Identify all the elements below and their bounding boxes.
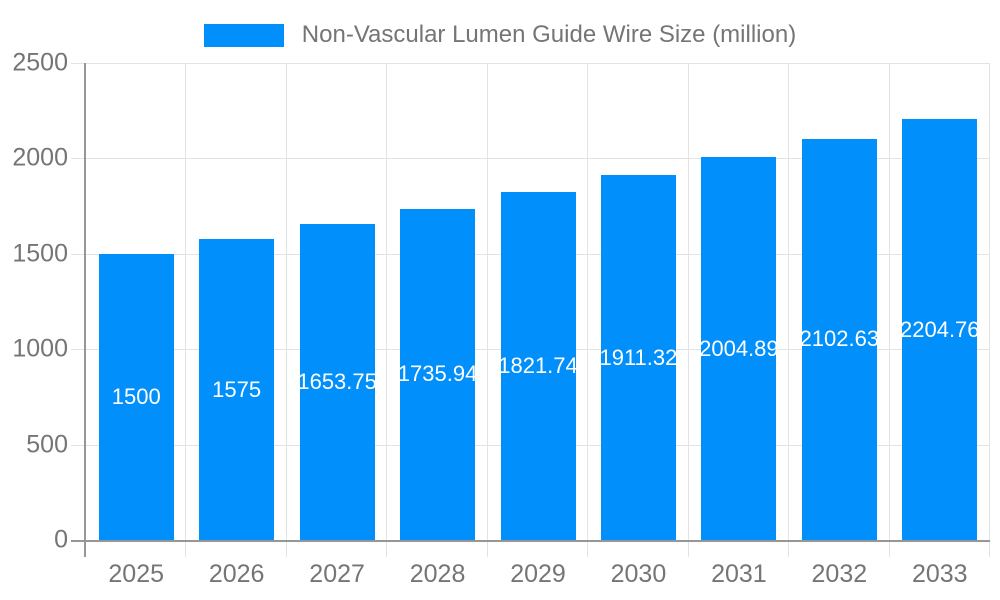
v-gridline [687, 63, 689, 557]
bar [500, 192, 576, 540]
v-gridline [989, 63, 990, 557]
bar [199, 239, 275, 540]
x-axis-label: 2031 [711, 560, 767, 588]
bar [902, 119, 978, 540]
y-axis-line [84, 63, 86, 557]
bar-value-label: 1735.94 [397, 361, 478, 387]
bar [299, 224, 375, 540]
bar [701, 157, 777, 540]
x-axis-label: 2032 [811, 560, 868, 588]
v-gridline [888, 63, 890, 557]
h-gridline [71, 158, 990, 160]
x-axis-label: 2026 [208, 560, 265, 588]
bar-value-label: 2004.89 [699, 335, 779, 361]
x-axis-label: 2025 [108, 560, 165, 588]
bar [600, 175, 676, 540]
bar [801, 138, 877, 540]
v-gridline [486, 63, 488, 557]
bar-value-label: 1821.74 [498, 353, 578, 379]
bar-value-label: 2102.63 [799, 326, 880, 352]
legend-label: Non-Vascular Lumen Guide Wire Size (mill… [301, 21, 797, 48]
v-gridline [788, 63, 790, 557]
h-gridline [71, 63, 990, 64]
v-gridline [386, 63, 388, 557]
bar-value-label: 1500 [111, 383, 161, 409]
bar-value-label: 2204.76 [900, 316, 980, 342]
x-axis-label: 2030 [610, 560, 667, 588]
bar-value-label: 1575 [212, 376, 262, 402]
legend-item[interactable]: Non-Vascular Lumen Guide Wire Size (mill… [0, 21, 1000, 49]
y-axis-tick-label: 500 [26, 430, 68, 459]
x-axis-label: 2029 [510, 560, 566, 588]
bar [98, 253, 174, 540]
y-axis-tick-label: 2000 [12, 144, 68, 173]
x-axis-label: 2027 [309, 560, 365, 588]
bar [400, 208, 476, 540]
bar-value-label: 1653.75 [297, 369, 377, 395]
x-axis-label: 2033 [911, 560, 968, 588]
legend-swatch-icon [203, 23, 284, 47]
bar-value-label: 1911.32 [599, 344, 678, 370]
x-axis-label: 2028 [409, 560, 466, 588]
y-axis-tick-label: 0 [54, 525, 68, 554]
y-axis-tick-label: 1000 [12, 334, 68, 363]
x-axis-line [71, 540, 990, 542]
y-axis-tick-label: 2500 [12, 48, 68, 77]
v-gridline [285, 63, 287, 557]
v-gridline [587, 63, 589, 557]
y-axis-tick-label: 1500 [12, 239, 68, 268]
v-gridline [185, 63, 187, 557]
